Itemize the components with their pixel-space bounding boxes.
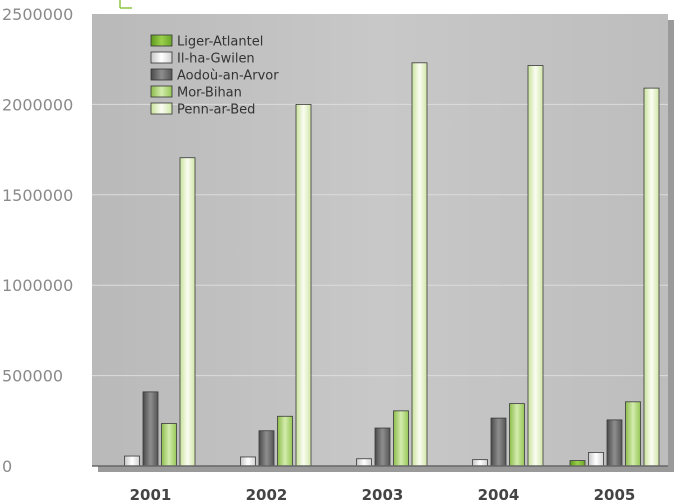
bar-aodo-an-arvor-2005 bbox=[606, 419, 623, 467]
x-category-label: 2002 bbox=[246, 486, 288, 504]
y-tick-label: 2500000 bbox=[2, 5, 73, 24]
x-category-label: 2003 bbox=[362, 486, 404, 504]
x-category-label: 2004 bbox=[478, 486, 520, 504]
legend-swatch bbox=[150, 68, 173, 81]
legend-label: Mor-Bihan bbox=[177, 86, 242, 101]
y-tick-label: 1500000 bbox=[2, 186, 73, 205]
y-tick-label: 500000 bbox=[2, 367, 63, 386]
bar-il-ha-gwilen-2003 bbox=[356, 458, 372, 467]
bar-liger-atlantel-2005 bbox=[569, 460, 586, 467]
x-category-label: 2001 bbox=[130, 486, 172, 504]
bar-aodo-an-arvor-2002 bbox=[258, 430, 275, 467]
bar-aodo-an-arvor-2003 bbox=[374, 427, 391, 467]
bar-aodo-an-arvor-2001 bbox=[142, 391, 159, 467]
bar-il-ha-gwilen-2002 bbox=[240, 456, 256, 467]
x-axis-categories: 2001 2002 2003 2004 2005 bbox=[130, 486, 636, 504]
legend-swatch bbox=[150, 34, 173, 47]
bar-mor-bihan-2005 bbox=[625, 401, 641, 467]
bar-penn-ar-bed-2001 bbox=[179, 157, 196, 467]
bar-penn-ar-bed-2005 bbox=[643, 87, 660, 467]
y-tick-label: 1000000 bbox=[2, 276, 73, 295]
bar-il-ha-gwilen-2004 bbox=[472, 459, 488, 467]
legend-label: Liger-Atlantel bbox=[177, 35, 263, 50]
y-tick-label: 2000000 bbox=[2, 95, 73, 114]
legend-label: Aodoù-an-Arvor bbox=[177, 69, 279, 84]
bar-mor-bihan-2003 bbox=[393, 410, 409, 467]
bar-mor-bihan-2002 bbox=[277, 415, 293, 467]
bar-aodo-an-arvor-2004 bbox=[490, 417, 507, 467]
legend-swatch bbox=[150, 51, 173, 64]
x-category-label: 2005 bbox=[594, 486, 636, 504]
y-tick-label: 0 bbox=[2, 457, 12, 476]
y-axis-ticks: 0 500000 1000000 1500000 2000000 2500000 bbox=[2, 5, 73, 476]
legend-label: Penn-ar-Bed bbox=[177, 103, 255, 118]
bar-penn-ar-bed-2004 bbox=[527, 65, 544, 467]
bar-il-ha-gwilen-2005 bbox=[588, 452, 604, 467]
legend-swatch bbox=[150, 102, 173, 115]
bar-penn-ar-bed-2002 bbox=[295, 104, 312, 467]
bars bbox=[124, 62, 660, 467]
bar-mor-bihan-2001 bbox=[161, 423, 177, 467]
legend: Liger-Atlantel Il-ha-Gwilen Aodoù-an-Arvor… bbox=[150, 34, 279, 118]
bar-mor-bihan-2004 bbox=[509, 403, 525, 467]
bar-penn-ar-bed-2003 bbox=[411, 62, 428, 467]
bar-il-ha-gwilen-2001 bbox=[124, 455, 140, 467]
legend-label: Il-ha-Gwilen bbox=[177, 52, 255, 67]
legend-swatch bbox=[150, 85, 173, 98]
